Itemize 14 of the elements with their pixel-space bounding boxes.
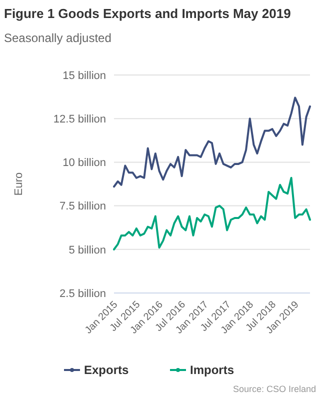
y-tick-label: 5 billion — [68, 244, 106, 256]
legend-label: Imports — [190, 363, 234, 378]
y-tick-label: 12.5 billion — [53, 113, 106, 126]
legend-label: Exports — [84, 363, 130, 378]
source-note: Source: CSO Ireland — [232, 384, 316, 394]
y-tick-label: 10 billion — [62, 157, 106, 170]
y-tick-label: 15 billion — [62, 70, 106, 82]
chart-subtitle: Seasonally adjusted — [4, 31, 112, 45]
chart-title: Figure 1 Goods Exports and Imports May 2019 — [4, 6, 291, 21]
y-tick-label: 2.5 billion — [60, 288, 106, 300]
line-series — [113, 96, 311, 188]
y-axis-title: Euro — [13, 172, 25, 196]
y-tick-label: 7.5 billion — [60, 200, 106, 213]
line-series — [113, 176, 311, 250]
